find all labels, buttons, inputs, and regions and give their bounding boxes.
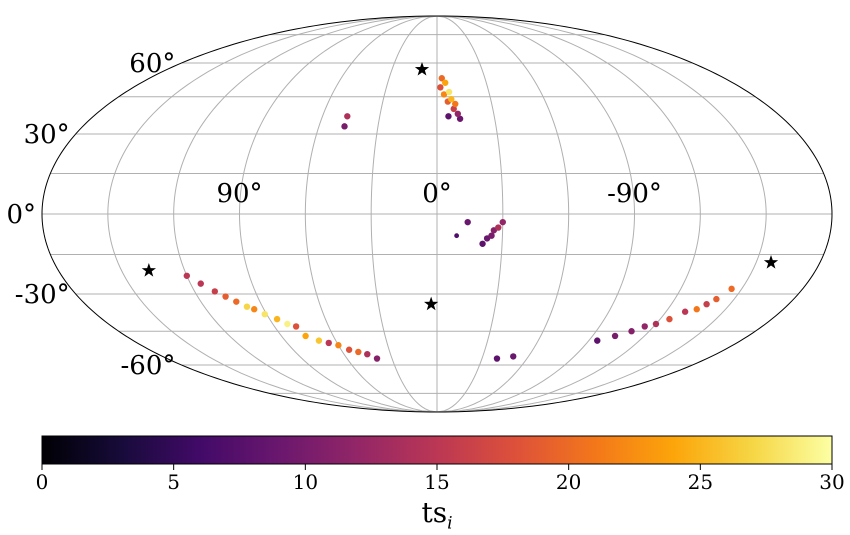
x-tick-label: 0°	[422, 179, 452, 209]
data-point	[243, 303, 251, 310]
graticule-meridian	[436, 15, 701, 413]
star-markers	[141, 61, 779, 311]
colorbar-tick-label: 30	[819, 470, 845, 494]
graticule-meridian	[238, 15, 438, 413]
colorbar-tick-label: 5	[167, 470, 181, 494]
data-point	[479, 240, 486, 247]
data-point	[456, 115, 464, 122]
graticule-meridian	[173, 15, 438, 413]
colorbar-ticks	[41, 464, 833, 470]
graticule-meridian	[436, 15, 504, 413]
data-point	[693, 306, 700, 313]
data-point	[373, 355, 381, 362]
data-point	[273, 315, 281, 323]
data-point	[440, 91, 448, 98]
data-point	[445, 113, 452, 120]
data-point	[251, 306, 258, 313]
graticule	[42, 15, 832, 413]
colorbar-title: tsi	[421, 496, 453, 534]
y-tick-label: 60°	[129, 49, 175, 79]
graticule-meridian	[436, 15, 570, 413]
data-point	[183, 272, 191, 279]
data-point	[344, 113, 351, 120]
colorbar-tick-label: 10	[292, 470, 319, 494]
data-point	[681, 308, 689, 315]
colorbar-tick-label: 20	[555, 470, 582, 494]
star-marker	[141, 263, 156, 277]
star-marker	[424, 296, 439, 311]
data-point	[222, 293, 229, 300]
data-point	[438, 75, 445, 82]
data-point	[437, 84, 444, 91]
data-point	[454, 233, 460, 239]
x-tick-label: -90°	[607, 179, 662, 209]
star-marker	[763, 255, 779, 269]
data-point	[495, 224, 502, 231]
y-tick-label: 0°	[6, 200, 36, 230]
data-point	[445, 88, 453, 96]
data-point	[628, 328, 635, 335]
data-point	[713, 295, 720, 303]
data-point	[450, 105, 457, 113]
x-tick-label: 90°	[216, 179, 262, 209]
data-point	[703, 300, 710, 308]
data-point	[315, 337, 323, 344]
data-point	[233, 298, 240, 305]
data-point	[325, 339, 332, 347]
data-point	[488, 232, 495, 239]
data-point	[448, 95, 455, 103]
star-marker	[414, 61, 430, 76]
y-tick-label: 30°	[24, 120, 70, 150]
data-point	[211, 288, 219, 295]
data-points	[183, 75, 735, 362]
data-point	[302, 332, 309, 340]
colorbar-tick-label: 0	[35, 470, 49, 494]
data-point	[197, 280, 204, 287]
data-point	[261, 311, 268, 318]
data-point	[341, 123, 348, 130]
data-point	[454, 110, 462, 118]
graticule-meridian	[436, 15, 636, 413]
data-point	[464, 218, 471, 226]
colorbar-tick-label: 15	[424, 470, 450, 494]
data-point	[284, 320, 291, 328]
y-tick-label: -60°	[121, 351, 176, 381]
colorbar	[41, 435, 833, 465]
graticule-meridian	[107, 15, 438, 413]
axis-tick-labels: 90° 0° -90° 60° 30° 0° -30° -60°	[6, 49, 661, 381]
data-point	[355, 348, 362, 356]
graticule-meridian	[436, 15, 767, 413]
data-point	[452, 100, 459, 108]
data-point	[493, 355, 501, 362]
data-point	[364, 350, 371, 358]
data-point	[510, 353, 517, 360]
data-point	[345, 346, 353, 353]
y-tick-label: -30°	[15, 280, 70, 310]
data-point	[335, 342, 342, 349]
data-point	[499, 218, 506, 226]
data-point	[611, 332, 619, 340]
data-point	[594, 337, 601, 344]
graticule-meridian	[370, 15, 438, 413]
data-point	[641, 323, 648, 330]
graticule-meridian	[304, 15, 438, 413]
data-point	[666, 315, 673, 323]
data-point	[652, 320, 660, 328]
data-point	[442, 79, 449, 86]
map-boundary	[41, 15, 833, 413]
data-point	[728, 285, 735, 293]
data-point	[292, 323, 300, 330]
colorbar-tick-label: 25	[687, 470, 714, 494]
